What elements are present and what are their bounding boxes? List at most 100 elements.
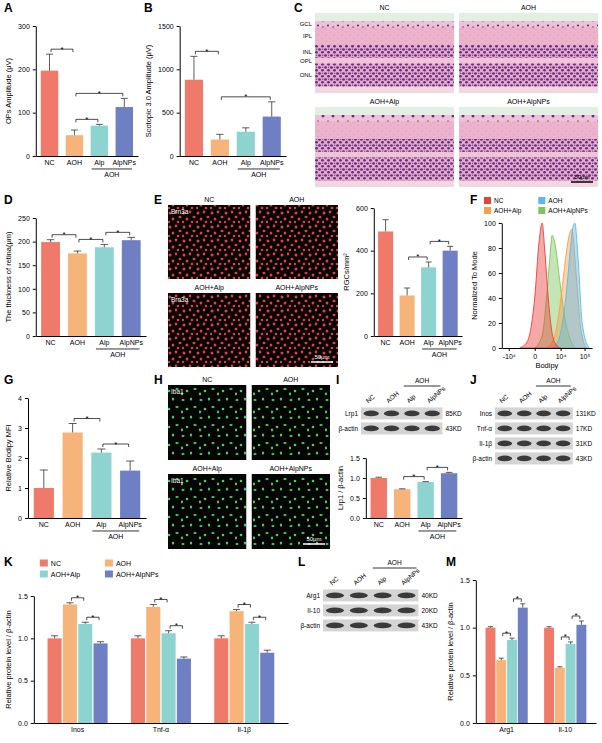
scale-bar-label: 50μm — [574, 174, 589, 180]
panel-letter: E — [154, 193, 162, 207]
bar — [177, 659, 191, 723]
axis: NCAOHAlpAlpNPs — [29, 519, 147, 529]
tick-mark — [31, 596, 34, 597]
tick: 0 — [26, 153, 36, 160]
micrograph — [168, 474, 247, 549]
tick: Alp — [424, 339, 434, 347]
blot-panel: AOHNCAOHAlpAlpNPsLrp185KDβ-actin43KD — [338, 377, 462, 434]
blot-strip — [495, 452, 573, 464]
error-bar — [404, 288, 410, 295]
micrograph-field — [168, 385, 247, 460]
axis-title-line: Relative Bodipy MFI — [4, 424, 13, 491]
tick-mark — [33, 218, 36, 219]
tick-mark — [33, 242, 36, 243]
micrograph-field — [168, 474, 247, 549]
tick-label: 1.5 — [350, 455, 360, 462]
error-bar — [82, 622, 89, 624]
panel-letter: I — [336, 373, 339, 387]
micrograph-field — [168, 293, 251, 367]
significance-label: * — [505, 629, 508, 638]
tick-label: 500 — [162, 109, 174, 116]
tick: AOH — [65, 521, 80, 528]
axis-title: Relative protein level / β-actin — [446, 602, 455, 701]
legend-swatch — [40, 571, 48, 578]
panel-letter: F — [470, 193, 477, 207]
tick: 0.0 — [350, 515, 366, 522]
error-bar — [510, 638, 515, 640]
blot-band — [404, 411, 419, 417]
tick: 1.0 — [18, 635, 34, 642]
tick: 200 — [356, 290, 374, 297]
tick-mark — [499, 273, 502, 274]
layer-label: OPL — [300, 58, 313, 64]
axis-title: Relative protein level / β-actin — [4, 610, 13, 709]
protein-label: Il-10 — [307, 607, 320, 614]
tissue-layer — [315, 87, 454, 93]
image-title: AOH — [283, 376, 298, 383]
error-bar — [121, 98, 128, 107]
chart: RGCs/mm²0200400600NCAOHAlpAlpNPsAOH** — [342, 205, 463, 358]
tick-label: AlpNPs — [437, 521, 461, 529]
axis: 01234 — [18, 395, 28, 522]
tick-mark — [371, 208, 374, 209]
tick-label: AOH — [67, 159, 82, 166]
panel-letter: M — [446, 555, 456, 569]
tick-label: -10⁴ — [503, 353, 516, 360]
bar — [441, 473, 457, 518]
tick: AOH — [67, 159, 82, 166]
chart: Relative protein level / β-actin0.00.51.… — [4, 560, 289, 734]
tick-mark — [33, 312, 36, 313]
protein-label: β-actin — [472, 455, 492, 463]
tick: 20 — [488, 320, 502, 327]
size-label: 43KD — [576, 455, 593, 462]
bar — [260, 653, 274, 723]
tick-mark — [499, 223, 502, 224]
blot-band — [536, 441, 551, 447]
tissue-layer — [459, 45, 598, 58]
tissue-layer — [315, 27, 454, 45]
tick-label: NC — [39, 521, 49, 528]
bar — [41, 71, 58, 156]
area — [520, 223, 561, 348]
error-bar — [97, 449, 105, 453]
legend-label: AOH+Alp — [494, 207, 522, 215]
blot-strip — [323, 604, 418, 616]
tick: AOH — [70, 339, 85, 346]
bar — [162, 633, 176, 723]
blot-band — [384, 426, 399, 432]
image-panel: NCGCLIPLINLOPLONLAOHAOH+AlpAOH+AlpNPs50μ… — [300, 4, 598, 188]
tick: 0 — [533, 348, 537, 360]
significance-label: * — [438, 237, 441, 246]
micrograph-field — [252, 474, 331, 549]
tick: 300 — [18, 23, 36, 30]
lane-label: AOH — [352, 572, 368, 587]
blot-strip — [361, 422, 442, 434]
axis-title-line: Relative protein level / β-actin — [4, 610, 13, 709]
tick: 1.5 — [460, 577, 476, 584]
blot-band — [363, 411, 378, 417]
tick-mark — [33, 113, 36, 114]
blot-band — [374, 623, 392, 629]
bar — [245, 624, 259, 723]
error-bar — [66, 603, 73, 605]
tick: AlpNPs — [260, 159, 284, 167]
blot-band — [517, 426, 532, 432]
tick-label: 0 — [26, 153, 30, 160]
significance-label: * — [98, 89, 101, 98]
axis: NCAOHAlpAlpNPs — [180, 157, 286, 167]
tick-label: Tnf-α — [153, 726, 170, 733]
tick: NC — [46, 339, 56, 346]
tick-mark — [499, 348, 502, 349]
blot-band — [363, 426, 378, 432]
chart: Lrp1 / β-actin0.00.51.01.5NCAOHAlpAlpNPs… — [336, 455, 463, 540]
axis-title-line: The thickness of retina(μm) — [4, 231, 13, 323]
panel-letter: H — [154, 373, 163, 387]
blot-band — [497, 456, 512, 462]
tick-mark — [561, 348, 562, 351]
error-bar — [375, 477, 382, 479]
blot-band — [497, 411, 512, 417]
error-bar — [499, 658, 504, 660]
tick: 0.5 — [18, 677, 34, 684]
group-line — [92, 530, 139, 531]
size-label: 20KD — [421, 607, 438, 614]
